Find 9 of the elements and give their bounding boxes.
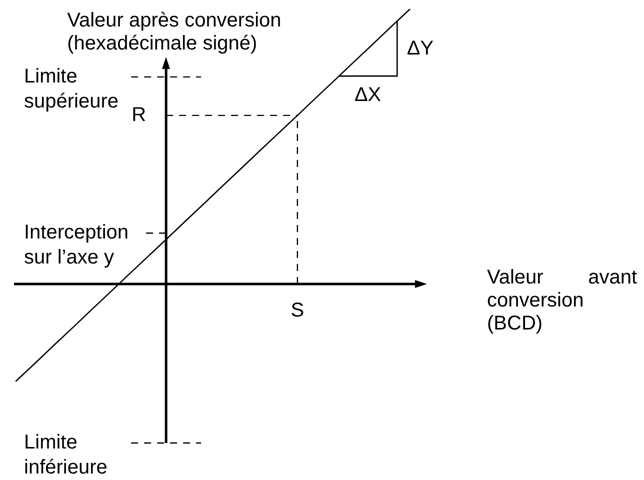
text: Valeur avant conversion (BCD) [487, 266, 638, 335]
ref-line-label: Limite supérieure [24, 65, 119, 112]
annotation: ΔX [354, 84, 382, 106]
ref-line-label: Interception sur l’axe y [24, 222, 129, 269]
annotation: ΔY [406, 37, 434, 60]
ref-line-label: R [132, 104, 146, 126]
y-axis-title: Valeur après conversion (hexadécimale signé) [67, 10, 282, 55]
ref-line-label: Limite inférieure [24, 432, 108, 479]
annotation: S [290, 300, 304, 322]
